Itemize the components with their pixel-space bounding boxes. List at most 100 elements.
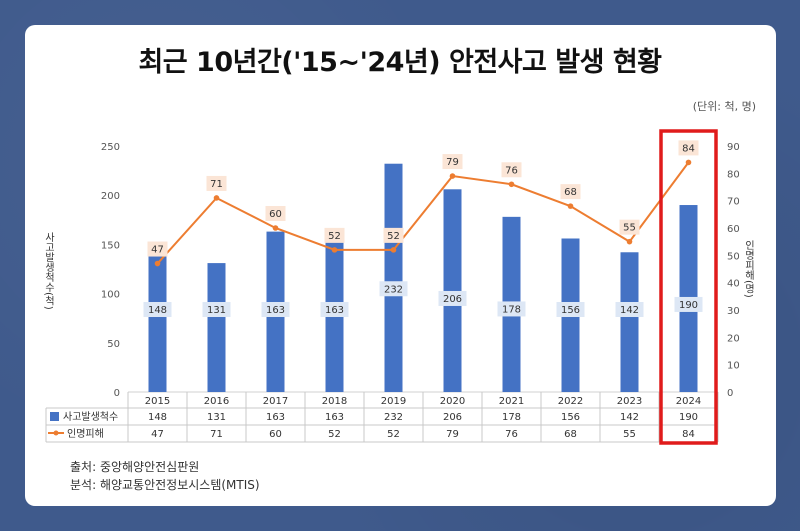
table-bar-value: 178 (502, 412, 521, 423)
table-bar-value: 206 (443, 412, 462, 423)
y-tick-label: 200 (101, 191, 120, 202)
x-tick-label: 2018 (322, 396, 347, 407)
bar-label-bg (674, 296, 703, 312)
line-label-bg (265, 206, 286, 221)
x-tick-label: 2020 (440, 396, 465, 407)
line-value-label: 76 (505, 165, 518, 176)
line-series (156, 161, 690, 265)
table-bar-value: 163 (325, 412, 344, 423)
y2-tick-label: 40 (727, 279, 740, 290)
table-line-value: 47 (151, 429, 164, 440)
table-line-value: 84 (682, 429, 695, 440)
line-label-bg (324, 227, 345, 243)
line-label-bg (147, 241, 168, 257)
line-label-bg (501, 162, 522, 178)
line-value-label: 71 (210, 179, 223, 190)
line-point (449, 173, 456, 179)
y2-tick-label: 50 (727, 251, 740, 262)
bar-label-bg (261, 302, 290, 317)
line-value-label: 47 (151, 245, 164, 256)
x-tick-label: 2024 (676, 396, 701, 407)
line-value-label: 52 (328, 231, 341, 242)
x-tick-label: 2015 (145, 396, 170, 407)
table-bar-value: 148 (148, 412, 167, 423)
bar (443, 189, 462, 392)
line-value-label: 68 (564, 187, 577, 198)
x-tick-label: 2019 (381, 396, 406, 407)
bar-value-label: 156 (561, 305, 580, 316)
y-tick-label: 100 (101, 290, 120, 301)
y-tick-label: 50 (107, 339, 120, 350)
bar-label-bg (556, 302, 585, 317)
x-tick-label: 2017 (263, 396, 288, 407)
legend-line-label: 인명피해 (67, 427, 104, 440)
line-value-label: 52 (387, 231, 400, 242)
bar-value-label: 163 (325, 305, 344, 316)
bar-value-label: 131 (207, 305, 226, 316)
bar-label-bg (202, 302, 231, 317)
line-point (154, 260, 161, 267)
bar (148, 246, 167, 392)
line-point (390, 247, 397, 253)
table-bar-value: 163 (266, 412, 285, 423)
line-value-label: 84 (682, 143, 695, 154)
table-bar-value: 156 (561, 412, 580, 423)
table-line-value: 52 (387, 429, 400, 440)
y2-tick-label: 60 (727, 224, 740, 235)
table-line-value: 68 (564, 429, 577, 440)
y-tick-label: 150 (101, 240, 120, 251)
table-line-value: 55 (623, 429, 636, 440)
y2-tick-label: 20 (727, 333, 740, 344)
line-point (508, 181, 515, 188)
line-label-bg (619, 219, 640, 235)
line-point (213, 195, 220, 201)
bar-value-label: 142 (620, 305, 639, 316)
x-tick-label: 2021 (499, 396, 524, 407)
y2-axis-title: 인명피해(명) (743, 240, 755, 298)
y2-tick-label: 80 (727, 169, 740, 180)
bar (207, 263, 226, 392)
line-label-bg (442, 154, 463, 170)
table-line-value: 76 (505, 429, 518, 440)
legend-line-marker (53, 430, 59, 436)
source-text: 출처: 중앙해양안전심판원 (70, 460, 200, 474)
table-bar-value: 131 (207, 412, 226, 423)
line-label-bg (560, 184, 581, 200)
line-value-label: 60 (269, 209, 282, 220)
y-tick-label: 0 (114, 388, 120, 399)
x-tick-label: 2022 (558, 396, 583, 407)
highlight-box (659, 129, 718, 445)
bar (620, 252, 639, 392)
bar-value-label: 163 (266, 305, 285, 316)
bar-value-label: 232 (384, 284, 403, 295)
table-line-value: 60 (269, 429, 282, 440)
table-line-value: 71 (210, 429, 223, 440)
table-bar-value: 232 (384, 412, 403, 423)
y2-tick-label: 90 (727, 142, 740, 153)
bar-value-label: 206 (443, 294, 462, 305)
line-label-bg (678, 140, 699, 156)
bar-label-bg (615, 302, 644, 317)
line-point (272, 225, 279, 231)
legend-bar-swatch (50, 412, 59, 421)
bar-label-bg (438, 290, 467, 306)
line-label-bg (206, 175, 227, 191)
y2-tick-label: 0 (727, 388, 733, 399)
x-tick-label: 2023 (617, 396, 642, 407)
bar-label-bg (143, 302, 172, 317)
chart-title: 최근 10년간('15~'24년) 안전사고 발생 현황 (138, 47, 662, 78)
bar-label-bg (497, 301, 526, 317)
table-bar-value: 142 (620, 412, 639, 423)
table-line-value: 79 (446, 429, 459, 440)
legend-bar-label: 사고발생척수 (63, 411, 118, 423)
analysis-text: 분석: 해양교통안전정보시스템(MTIS) (70, 478, 260, 492)
bar-label-bg (379, 281, 408, 297)
bar-value-label: 178 (502, 304, 521, 315)
line-value-label: 79 (446, 157, 459, 168)
line-label-bg (383, 227, 404, 243)
line-value-label: 55 (623, 223, 636, 234)
y-tick-label: 250 (101, 142, 120, 153)
y-axis-title: 사고발생척수(척) (43, 232, 55, 310)
line-point (685, 159, 692, 166)
